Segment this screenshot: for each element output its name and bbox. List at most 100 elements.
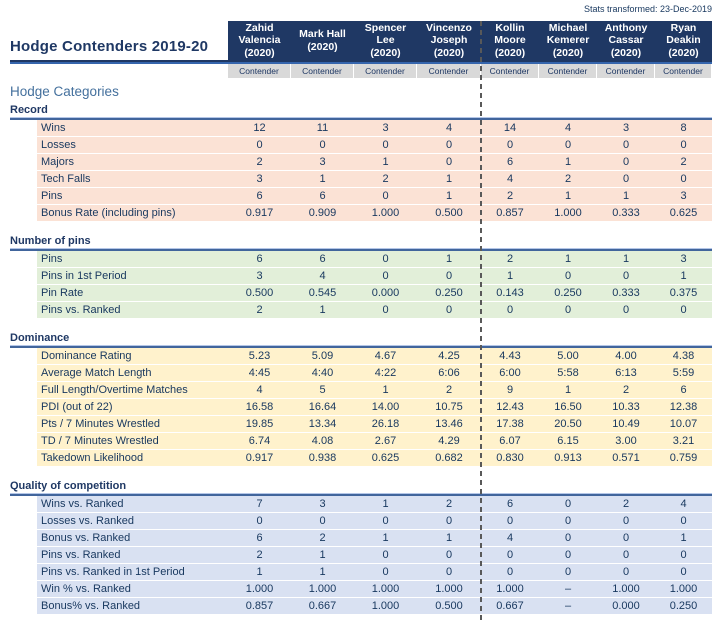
value-cell: 0 [445,304,453,316]
section-number-of-pins: Number of pins Pins 6 6 0 1 2 1 1 3 Pins in 1st Pe… [10,235,712,319]
value-cell: 0 [622,532,630,544]
wrestler-year: (2020) [433,46,465,59]
value-cell: 0 [506,304,514,316]
wrestler-year: (2020) [610,46,642,59]
value-cell: 4.38 [672,350,695,362]
value-cell: 10.49 [612,418,640,430]
value-cell: 0.857 [496,207,524,219]
value-cell: 4.43 [499,350,521,362]
table-row: Losses 0 0 0 0 0 0 0 0 [37,137,712,154]
row-label: Pts / 7 Minutes Wrestled [41,418,161,430]
value-cell: 20.50 [554,418,582,430]
value-cell: 0 [622,549,630,561]
wrestler-year: (2020) [494,46,526,59]
value-cell: 0 [506,515,514,527]
wrestler-year: (2020) [307,40,338,53]
value-cell: 1 [564,384,572,396]
value-cell: 0.250 [669,600,698,612]
value-cell: 0 [622,270,630,282]
value-cell: 3.21 [672,435,695,447]
value-cell: 8 [680,122,687,134]
value-cell: 0 [622,304,630,316]
value-cell: 6 [506,156,514,168]
value-cell: 14 [503,122,517,134]
table-row: Average Match Length 4:45 4:40 4:22 6:06 6:00… [37,365,712,382]
column-header: Kollin Moore (2020) [481,21,539,60]
value-cell: 6:06 [438,367,460,379]
table-row: Pins vs. Ranked 2 1 0 0 0 0 0 0 [37,547,712,564]
table-row: Bonus Rate (including pins) 0.917 0.909 1.0… [37,205,712,222]
value-cell: 0 [680,515,687,527]
value-cell: 0.143 [496,287,524,299]
value-cell: 0 [564,304,572,316]
value-cell: 16.50 [554,401,582,413]
value-cell: 1 [445,173,453,185]
value-cell: 1 [680,532,687,544]
value-cell: 3 [319,156,326,168]
row-label: Pins in 1st Period [41,270,127,282]
value-cell: 0 [622,139,630,151]
value-cell: 2 [445,498,453,510]
value-cell: 4 [319,270,326,282]
value-cell: 1 [622,190,630,202]
value-cell: 4 [506,532,514,544]
row-label: Bonus% vs. Ranked [41,600,141,612]
value-cell: 5.09 [311,350,334,362]
value-cell: 6 [319,190,326,202]
value-cell: 1.000 [435,583,463,595]
contender-tag: Contender [655,64,712,78]
table-row: Win % vs. Ranked 1.000 1.000 1.000 1.000 1.00… [37,581,712,598]
value-cell: 0 [680,139,687,151]
value-cell: 10.33 [612,401,640,413]
value-cell: 0.625 [669,207,698,219]
column-header: Zahid Valencia (2020) [228,21,291,60]
value-cell: 0 [382,139,389,151]
value-cell: 0 [680,304,687,316]
stats-transformed-note: Stats transformed: 23-Dec-2019 [583,4,712,14]
value-cell: 2 [319,532,326,544]
value-cell: 10.07 [669,418,698,430]
row-label: Full Length/Overtime Matches [41,384,188,396]
value-cell: 0 [622,173,630,185]
value-cell: 4.25 [438,350,460,362]
value-cell: 1 [319,304,326,316]
row-label: Bonus vs. Ranked [41,532,131,544]
wrestler-name: Anthony Cassar [604,21,648,47]
value-cell: 6 [319,253,326,265]
value-cell: 0 [382,304,389,316]
table-row: TD / 7 Minutes Wrestled 6.74 4.08 2.67 4.29 6… [37,433,712,450]
value-cell: 0.545 [308,287,337,299]
value-cell: 0 [319,515,326,527]
value-cell: 0.917 [245,452,274,464]
value-cell: 1.000 [371,207,400,219]
value-cell: 3 [382,122,389,134]
section-title: Dominance [10,332,70,344]
row-label: Wins vs. Ranked [41,498,124,510]
contender-tag: Contender [354,64,417,78]
value-cell: 0.682 [435,452,463,464]
value-cell: 0 [564,549,572,561]
wrestler-name: Kollin Moore [494,21,526,47]
value-cell: 6:00 [499,367,521,379]
value-cell: 0 [622,156,630,168]
value-cell: 3 [680,253,687,265]
value-cell: 1 [564,253,572,265]
value-cell: 0 [506,566,514,578]
wrestler-name: Michael Kemerer [546,21,590,47]
value-cell: 1 [382,498,389,510]
value-cell: 1 [382,156,389,168]
table-row: Losses vs. Ranked 0 0 0 0 0 0 0 0 [37,513,712,530]
value-cell: 6 [256,190,263,202]
value-cell: 16.64 [308,401,337,413]
wrestler-name: Vincenzo Joseph [426,21,472,47]
value-cell: 4.00 [615,350,637,362]
value-cell: 0 [382,190,389,202]
value-cell: 6 [506,498,514,510]
value-cell: 0 [445,139,453,151]
contender-tag: Contender [539,64,597,78]
row-label: TD / 7 Minutes Wrestled [41,435,159,447]
row-label: Majors [41,156,75,168]
value-cell: 3 [622,122,630,134]
value-cell: 0 [382,515,389,527]
